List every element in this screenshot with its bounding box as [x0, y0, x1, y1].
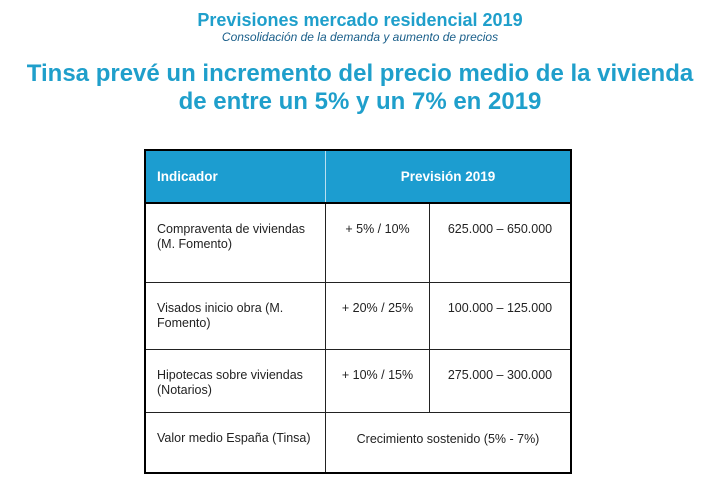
headline: Tinsa prevé un incremento del precio med… — [0, 60, 720, 116]
table-row: Hipotecas sobre viviendas (Notarios) + 1… — [144, 349, 572, 413]
headline-line-1: Tinsa prevé un incremento del precio med… — [26, 60, 694, 87]
header-prevision: Previsión 2019 — [325, 150, 571, 204]
indicator-cell: Hipotecas sobre viviendas (Notarios) — [144, 349, 326, 413]
percent-cell: + 10% / 15% — [325, 349, 430, 413]
indicator-cell: Visados inicio obra (M. Fomento) — [144, 282, 326, 350]
header-indicador: Indicador — [145, 150, 326, 204]
table-row: Valor medio España (Tinsa) Crecimiento s… — [144, 412, 572, 474]
merged-forecast-cell: Crecimiento sostenido (5% - 7%) — [325, 412, 572, 474]
forecast-table: Indicador Previsión 2019 Compraventa de … — [144, 149, 572, 474]
range-cell: 625.000 – 650.000 — [429, 202, 572, 283]
indicator-cell: Valor medio España (Tinsa) — [144, 412, 326, 474]
percent-cell: + 5% / 10% — [325, 202, 430, 283]
table-row: Visados inicio obra (M. Fomento) + 20% /… — [144, 282, 572, 350]
page-title: Previsiones mercado residencial 2019 — [197, 10, 523, 30]
page-subtitle: Consolidación de la demanda y aumento de… — [221, 30, 499, 44]
headline-line-2: de entre un 5% y un 7% en 2019 — [178, 88, 542, 115]
table-row: Compraventa de viviendas (M. Fomento) + … — [144, 202, 572, 283]
percent-cell: + 20% / 25% — [325, 282, 430, 350]
range-cell: 100.000 – 125.000 — [429, 282, 572, 350]
indicator-cell: Compraventa de viviendas (M. Fomento) — [144, 202, 326, 283]
table-header-row: Indicador Previsión 2019 — [145, 150, 571, 204]
range-cell: 275.000 – 300.000 — [429, 349, 572, 413]
